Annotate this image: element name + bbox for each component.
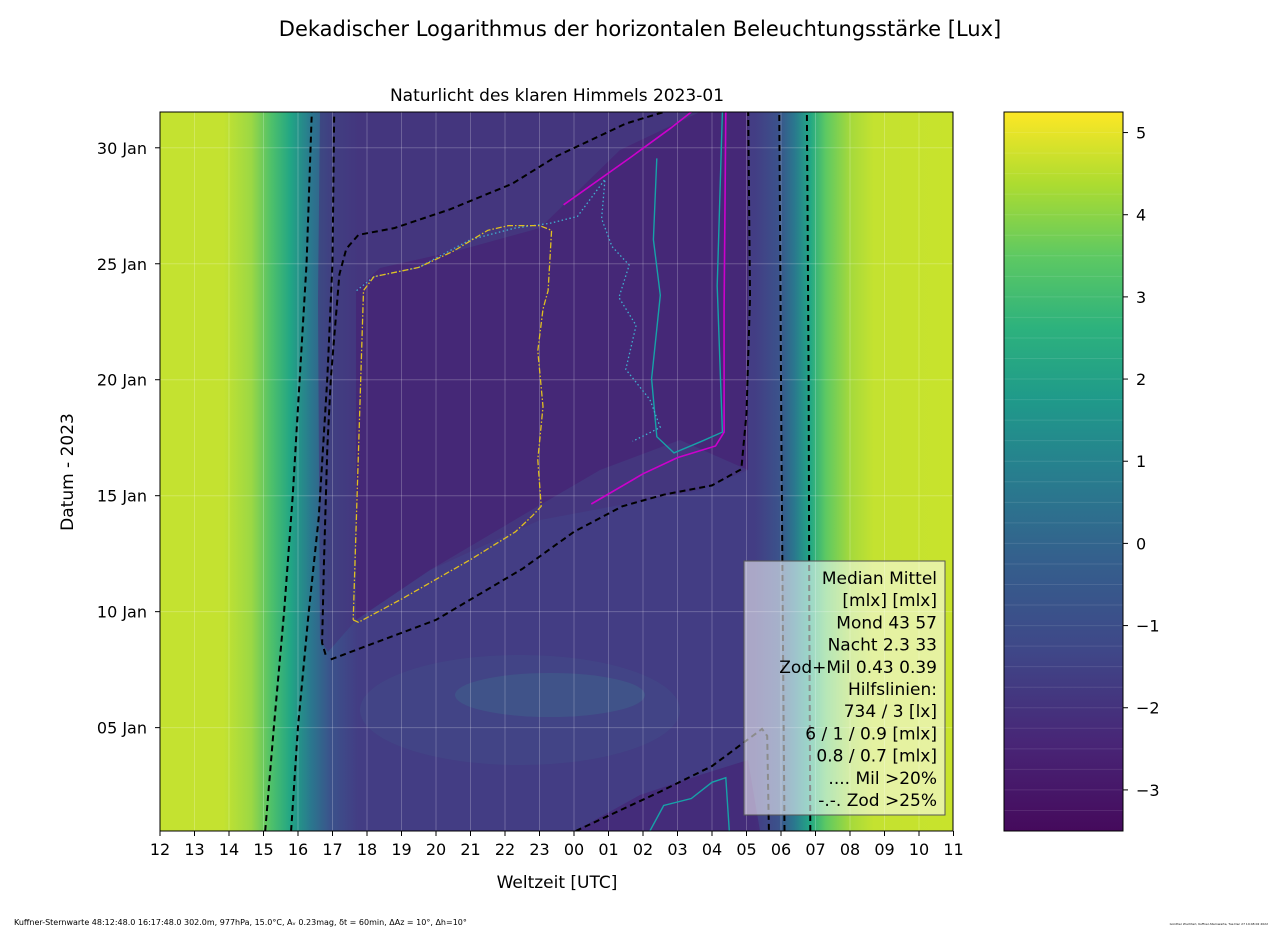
x-tick-label: 23 xyxy=(529,840,549,859)
colorbar-tick-label: −1 xyxy=(1136,617,1160,636)
x-tick-label: 18 xyxy=(357,840,377,859)
twilight-oval xyxy=(455,673,645,717)
x-tick-label: 13 xyxy=(184,840,204,859)
y-axis-label: Datum - 2023 xyxy=(58,413,78,531)
legend-line: Zod+Mil 0.43 0.39 xyxy=(779,658,937,678)
x-tick-label: 03 xyxy=(667,840,687,859)
colorbar-fill xyxy=(1004,112,1123,831)
colorbar-tick-label: 0 xyxy=(1136,534,1146,553)
colorbar-tick-label: 3 xyxy=(1136,288,1146,307)
y-tick-label: 20 Jan xyxy=(97,371,147,390)
contour-zodmil-0p9mlx-corner xyxy=(649,776,730,831)
colorbar-tick-label: 4 xyxy=(1136,206,1146,225)
x-tick-label: 19 xyxy=(391,840,411,859)
colorbar-ticks: 5 4 3 2 1 0 −1 −2 −3 xyxy=(1123,124,1160,800)
colorbar-tick-label: 5 xyxy=(1136,124,1146,143)
x-tick-label: 15 xyxy=(253,840,273,859)
y-axis-ticks: 05 Jan 10 Jan 15 Jan 20 Jan 25 Jan 30 Jan xyxy=(97,139,160,738)
plot-area xyxy=(160,112,953,831)
y-tick-label: 30 Jan xyxy=(97,139,147,158)
legend-box xyxy=(743,560,946,816)
colorbar-bands xyxy=(1004,132,1123,832)
legend-line: Mond 43 57 xyxy=(836,613,937,633)
colorbar-frame xyxy=(1003,111,1124,832)
y-tick-label: 10 Jan xyxy=(97,603,147,622)
y-tick-label: 25 Jan xyxy=(97,255,147,274)
legend-line: 6 / 1 / 0.9 [mlx] xyxy=(805,724,937,744)
legend-line: [mlx] [mlx] xyxy=(842,591,937,611)
footer-right: Günther Wuchterl, Kuffner-Sternwarte, Tu… xyxy=(1170,922,1268,926)
legend-line: Hilfslinien: xyxy=(848,680,937,700)
x-tick-label: 00 xyxy=(564,840,584,859)
plot-frame xyxy=(159,111,954,832)
x-tick-label: 01 xyxy=(598,840,618,859)
x-tick-label: 17 xyxy=(322,840,342,859)
contour-nacht-1mlx-top xyxy=(563,112,692,206)
legend-line: 0.8 / 0.7 [mlx] xyxy=(816,747,937,767)
x-tick-label: 12 xyxy=(150,840,170,859)
twilight-oval-outer xyxy=(360,655,680,765)
x-tick-label: 04 xyxy=(702,840,722,859)
chart-title: Naturlicht des klaren Himmels 2023-01 xyxy=(390,86,724,106)
legend-line: Median Mittel xyxy=(822,569,937,589)
footer-left: Kuffner-Sternwarte 48:12:48.0 16:17:48.0… xyxy=(14,918,467,927)
x-tick-label: 20 xyxy=(426,840,446,859)
moon-region xyxy=(356,112,748,620)
x-axis-label: Weltzeit [UTC] xyxy=(497,873,618,893)
x-tick-label: 08 xyxy=(840,840,860,859)
contour-nacht-1mlx xyxy=(590,112,727,505)
legend-line: Nacht 2.3 33 xyxy=(828,636,937,656)
x-tick-label: 07 xyxy=(805,840,825,859)
legend-line: 734 / 3 [lx] xyxy=(844,702,937,722)
x-tick-label: 05 xyxy=(736,840,756,859)
colorbar: 5 4 3 2 1 0 −1 −2 −3 xyxy=(1003,111,1160,832)
x-tick-label: 06 xyxy=(771,840,791,859)
contour-zod-gt25 xyxy=(352,224,553,624)
legend-text: Median Mittel[mlx] [mlx]Mond 43 57 Nacht … xyxy=(779,569,937,811)
legend-line: .... Mil >20% xyxy=(828,769,937,789)
y-tick-label: 15 Jan xyxy=(97,487,147,506)
x-tick-label: 09 xyxy=(874,840,894,859)
y-tick-label: 05 Jan xyxy=(97,719,147,738)
x-tick-label: 22 xyxy=(495,840,515,859)
night-region xyxy=(318,112,750,652)
corner-moon-region xyxy=(575,760,760,831)
x-tick-label: 10 xyxy=(909,840,929,859)
contour-day-boundary-3lx xyxy=(290,112,336,831)
x-axis-ticks: 12 13 14 15 16 17 18 19 20 21 22 23 00 01 02 03 04 05 06 07… xyxy=(150,831,964,859)
colorbar-tick-label: −2 xyxy=(1136,699,1160,718)
contour-moon-6mlx-lower xyxy=(330,112,752,661)
x-tick-label: 14 xyxy=(219,840,239,859)
colorbar-tick-label: −3 xyxy=(1136,781,1160,800)
x-tick-label: 02 xyxy=(633,840,653,859)
x-tick-label: 11 xyxy=(943,840,963,859)
contour-zodmil-0p9mlx xyxy=(650,112,724,454)
contour-moon-6mlx xyxy=(321,112,664,655)
x-tick-label: 16 xyxy=(288,840,308,859)
x-tick-label: 21 xyxy=(460,840,480,859)
legend: Median Mittel[mlx] [mlx]Mond 43 57 Nacht … xyxy=(743,560,946,816)
colorbar-tick-label: 1 xyxy=(1136,452,1146,471)
contour-day-boundary-734lx xyxy=(264,112,313,831)
figure-suptitle: Dekadischer Logarithmus der horizontalen… xyxy=(279,17,1001,41)
legend-line: -.-. Zod >25% xyxy=(818,791,937,811)
colorbar-tick-label: 2 xyxy=(1136,370,1146,389)
